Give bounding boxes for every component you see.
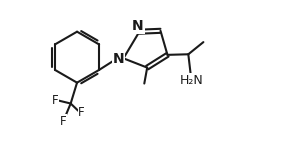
Text: H₂N: H₂N	[180, 74, 204, 87]
Text: F: F	[60, 115, 67, 128]
Text: F: F	[52, 94, 58, 107]
Text: N: N	[132, 19, 144, 33]
Text: F: F	[78, 106, 85, 119]
Text: N: N	[113, 52, 125, 66]
